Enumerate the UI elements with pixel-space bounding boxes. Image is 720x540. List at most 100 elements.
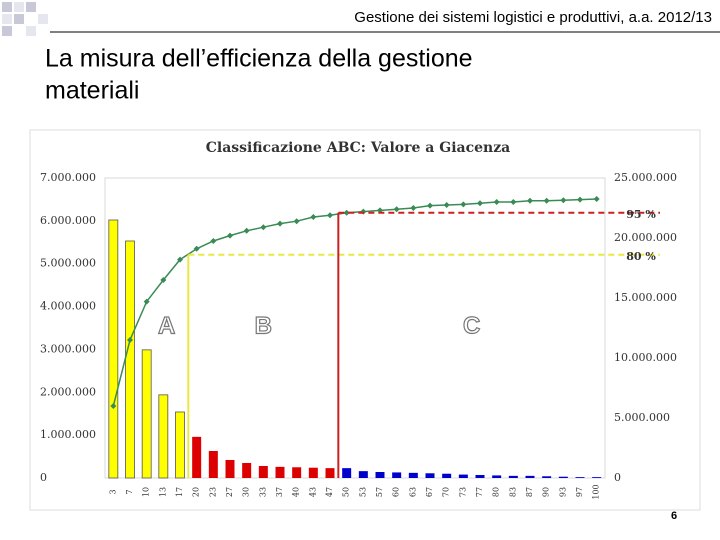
line-point [210, 238, 217, 244]
x-tick-label: 27 [225, 487, 234, 497]
page-number: 6 [671, 510, 677, 522]
bar [108, 219, 119, 479]
bar [175, 411, 185, 479]
line-point [293, 218, 300, 225]
bar [458, 474, 468, 478]
y-tick-label: 3.000.000 [40, 342, 96, 355]
x-tick-label: 50 [342, 487, 351, 497]
bar [325, 468, 335, 478]
line-point [410, 205, 417, 211]
x-tick-label: 93 [558, 487, 567, 497]
y-tick-label: 5.000.000 [40, 257, 96, 270]
line-point [493, 199, 500, 205]
line-point [577, 196, 583, 203]
y-tick-label: 7.000.000 [40, 171, 96, 184]
line-point [527, 197, 533, 204]
x-tick-label: 77 [475, 487, 484, 497]
bar [342, 468, 352, 478]
line-point [443, 202, 450, 208]
x-tick-label: 73 [458, 487, 467, 497]
y2-tick-label: 15.000.000 [614, 291, 677, 304]
line-point [110, 403, 117, 409]
y-tick-label: 0 [40, 471, 47, 484]
line-point [560, 197, 567, 204]
x-tick-label: 30 [242, 487, 251, 497]
class-label: A [158, 312, 175, 339]
x-tick-label: 80 [492, 487, 501, 497]
decor [2, 2, 48, 36]
y-tick-label: 2.000.000 [40, 385, 96, 398]
class-label: B [255, 312, 272, 339]
bar [525, 475, 535, 478]
chart-title: Classificazione ABC: Valore a Giacenza [206, 140, 510, 156]
bar [141, 349, 152, 479]
bar [192, 436, 202, 478]
x-tick-label: 87 [525, 487, 534, 497]
line-point [477, 200, 483, 207]
bar [158, 394, 169, 479]
slide-title: materiali [45, 77, 139, 105]
bar [408, 472, 418, 478]
y-tick-label: 4.000.000 [40, 300, 96, 313]
class-label: C [463, 312, 480, 339]
x-tick-label: 13 [158, 487, 167, 497]
line-point [343, 209, 350, 216]
line-point [160, 277, 167, 283]
line-point [243, 227, 250, 234]
x-tick-label: 90 [542, 487, 551, 497]
bar [475, 475, 485, 478]
x-tick-label: 60 [392, 487, 401, 497]
x-tick-label: 7 [125, 489, 134, 494]
x-tick-label: 3 [108, 489, 117, 494]
course: Gestione dei sistemi logistici e produtt… [354, 9, 712, 26]
x-tick-label: 100 [592, 484, 601, 499]
bar [292, 467, 302, 478]
line-point [127, 337, 133, 343]
bar [492, 475, 502, 478]
x-tick-label: 23 [208, 487, 217, 497]
bar [275, 466, 285, 478]
slide-title: La misura dell’efficienza della gestione [45, 45, 473, 73]
chart-frame [29, 129, 701, 511]
bar [208, 451, 218, 478]
bar [125, 240, 135, 479]
y2-tick-label: 0 [614, 471, 621, 484]
line-point [543, 197, 550, 204]
line-point [427, 202, 433, 209]
bar [425, 473, 435, 478]
y-tick-label: 1.000.000 [40, 428, 96, 441]
bar [508, 475, 518, 478]
line-point [177, 256, 183, 263]
line-point [510, 199, 517, 205]
line-point [310, 214, 317, 220]
x-tick-label: 63 [408, 487, 417, 497]
bar [442, 473, 452, 478]
line-point [143, 298, 150, 305]
x-tick-label: 53 [358, 487, 367, 497]
bar [225, 460, 235, 478]
x-tick-label: 10 [142, 487, 151, 497]
bar [308, 467, 318, 478]
y2-tick-label: 10.000.000 [614, 351, 677, 364]
bar [258, 466, 268, 478]
bar [558, 476, 568, 478]
line-point [327, 212, 333, 219]
x-tick-label: 17 [175, 487, 184, 497]
x-tick-label: 33 [258, 487, 267, 497]
x-tick-label: 40 [292, 487, 301, 497]
bar [392, 472, 402, 478]
x-tick-label: 47 [325, 487, 334, 497]
plot-area [104, 177, 606, 479]
y2-tick-label: 25.000.000 [614, 171, 677, 184]
x-tick-label: 20 [192, 487, 201, 497]
bar [575, 477, 585, 478]
x-tick-label: 83 [508, 487, 517, 497]
bar [358, 471, 368, 478]
bar [542, 476, 552, 478]
x-tick-label: 43 [308, 487, 317, 497]
line-point [260, 224, 267, 231]
x-tick-label: 57 [375, 487, 384, 497]
line-point [277, 220, 283, 227]
bar [592, 477, 602, 478]
